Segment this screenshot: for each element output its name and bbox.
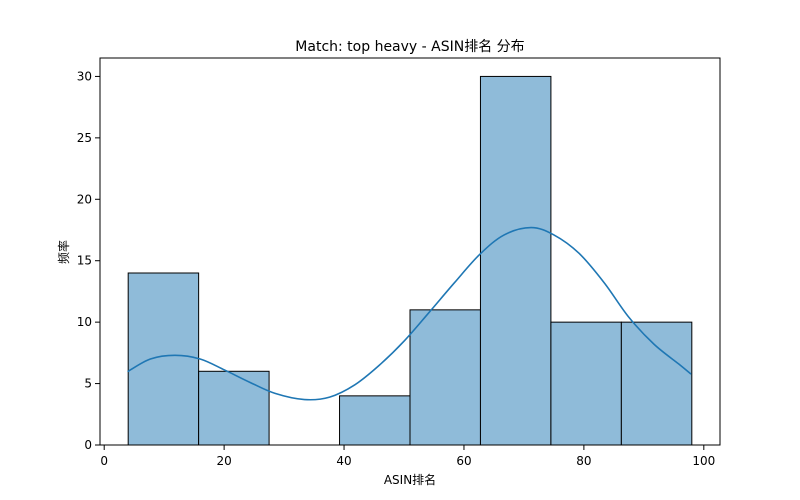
histogram-bar xyxy=(198,370,270,446)
y-tick-label: 30 xyxy=(77,69,92,83)
y-tick-label: 25 xyxy=(77,131,92,145)
x-tick-label: 60 xyxy=(456,454,471,468)
y-axis: 0 5 10 15 20 25 30 xyxy=(77,69,100,452)
histogram-bar xyxy=(479,75,552,446)
x-tick-label: 80 xyxy=(576,454,591,468)
kde-line xyxy=(127,226,692,401)
histogram-bar xyxy=(409,309,481,446)
x-tick-label: 40 xyxy=(336,454,351,468)
axes-frame xyxy=(99,57,721,446)
histogram-bar xyxy=(620,321,693,446)
y-tick-label: 10 xyxy=(77,315,92,329)
x-axis: 0 20 40 60 80 100 xyxy=(100,445,715,468)
x-axis-label: ASIN排名 xyxy=(384,472,436,487)
y-tick-label: 0 xyxy=(84,438,92,452)
x-tick-label: 0 xyxy=(100,454,108,468)
histogram-bar xyxy=(127,272,200,446)
histogram-bars xyxy=(127,75,693,446)
chart-title: Match: top heavy - ASIN排名 分布 xyxy=(295,39,524,55)
y-axis-label: 频率 xyxy=(56,240,71,264)
histogram-bar xyxy=(339,395,411,446)
x-tick-label: 100 xyxy=(692,454,715,468)
x-tick-label: 20 xyxy=(216,454,231,468)
y-tick-label: 20 xyxy=(77,192,92,206)
y-tick-label: 15 xyxy=(77,254,92,268)
y-tick-label: 5 xyxy=(84,377,92,391)
histogram-bar xyxy=(550,321,622,446)
